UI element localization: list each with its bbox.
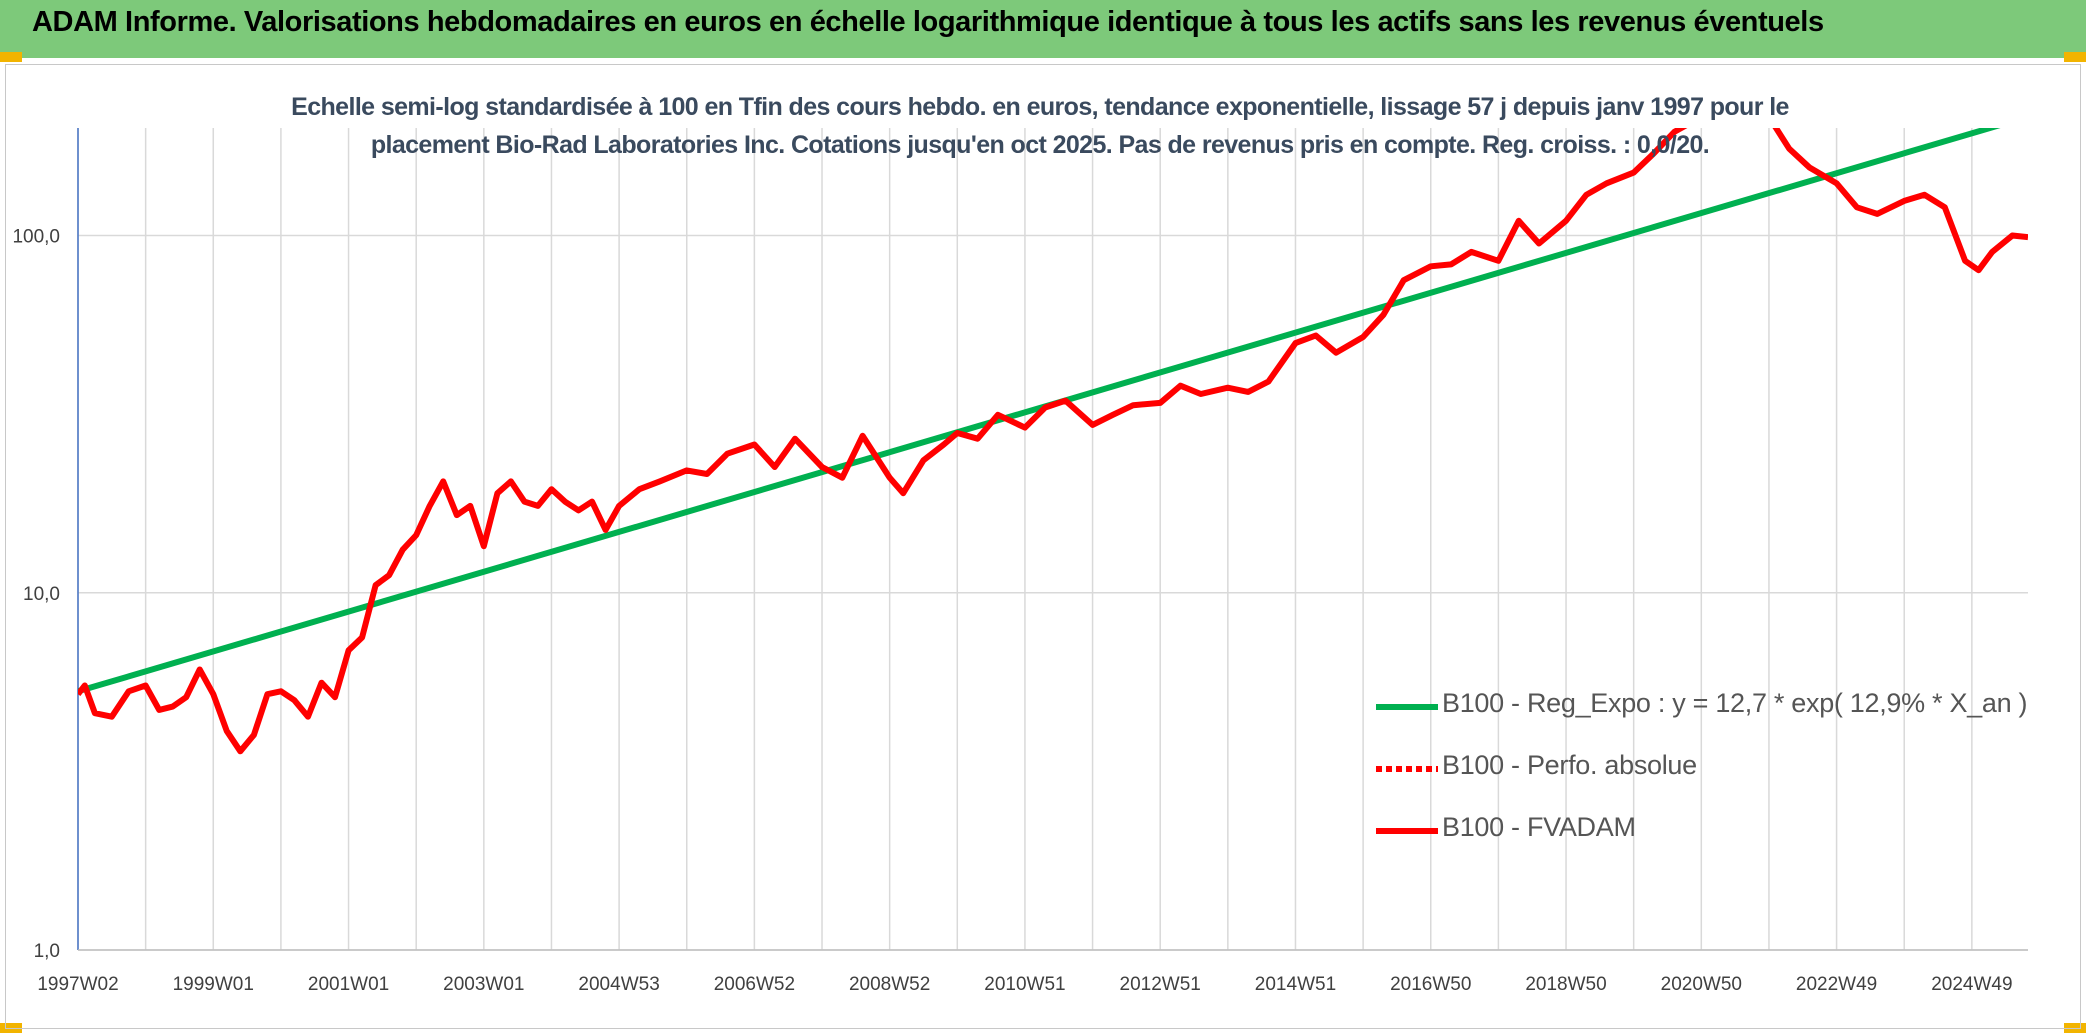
legend-label: B100 - FVADAM (1442, 812, 1636, 842)
x-tick-label: 2001W01 (308, 974, 389, 995)
x-tick-label: 2016W50 (1390, 974, 1471, 995)
chart-title-line-2: placement Bio-Rad Laboratories Inc. Cota… (370, 131, 1710, 159)
corner-marker (2064, 52, 2086, 62)
x-tick-label: 2022W49 (1796, 974, 1877, 995)
chart-area (5, 64, 2081, 1029)
x-tick-label: 2018W50 (1525, 974, 1606, 995)
legend-label: B100 - Reg_Expo : y = 12,7 * exp( 12,9% … (1442, 688, 2028, 718)
x-tick-label: 2008W52 (849, 974, 930, 995)
legend-swatch-dotted-line (1376, 766, 1438, 772)
legend-swatch-red-line (1376, 828, 1438, 834)
series-line-2 (78, 128, 2028, 755)
x-tick-label: 1999W01 (173, 974, 254, 995)
x-tick-label: 2003W01 (443, 974, 524, 995)
x-tick-label: 2012W51 (1120, 974, 1201, 995)
legend-swatch-green-line (1376, 704, 1438, 710)
y-tick-label: 100,0 (12, 227, 60, 248)
x-tick-label: 2014W51 (1255, 974, 1336, 995)
x-tick-label: 1997W02 (37, 974, 118, 995)
x-tick-label: 2020W50 (1661, 974, 1742, 995)
legend-label: B100 - Perfo. absolue (1442, 750, 1697, 780)
y-tick-label: 10,0 (23, 584, 60, 605)
series-layer (78, 128, 2028, 755)
chart-title-line-1: Echelle semi-log standardisée à 100 en T… (291, 93, 1789, 121)
axes: 1,0 10,0 100,0 1997W02 1999W01 2001W01 2003W01… (12, 128, 2028, 995)
y-tick-label: 1,0 (34, 941, 60, 962)
x-tick-label: 2006W52 (714, 974, 795, 995)
title-banner: ADAM Informe. Valorisations hebdomadaire… (0, 0, 2086, 58)
grid (77, 128, 2028, 951)
x-tick-label: 2004W53 (578, 974, 659, 995)
chart-title: Echelle semi-log standardisée à 100 en T… (170, 88, 1910, 164)
x-tick-label: 2010W51 (984, 974, 1065, 995)
x-tick-label: 2024W49 (1931, 974, 2012, 995)
report-title: ADAM Informe. Valorisations hebdomadaire… (32, 6, 1824, 38)
corner-marker (0, 52, 22, 62)
